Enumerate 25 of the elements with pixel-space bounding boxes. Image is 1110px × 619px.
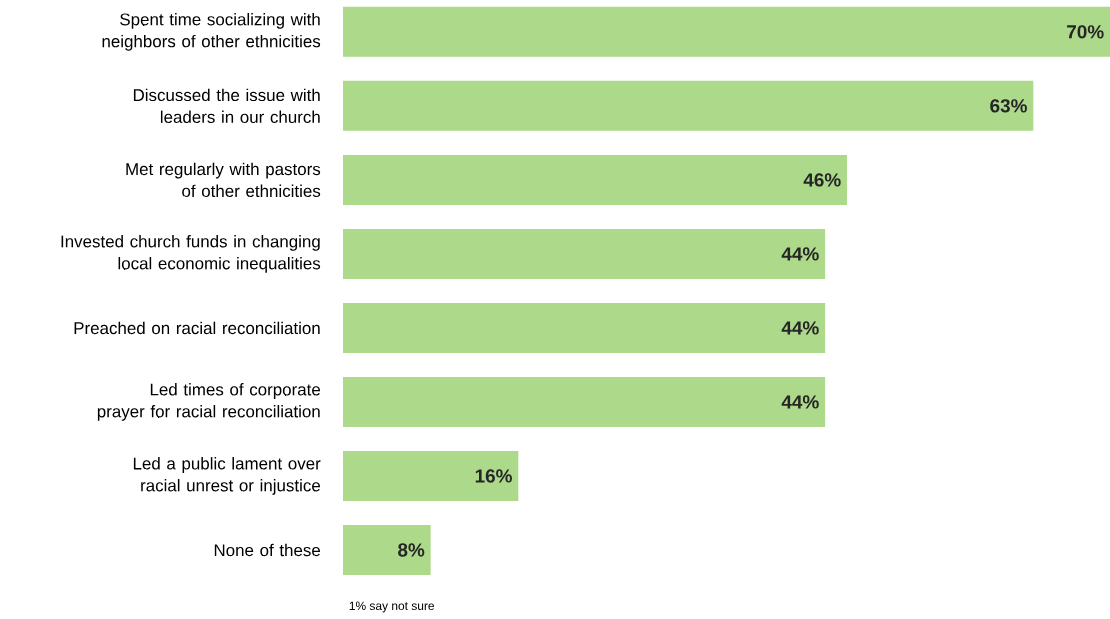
bar bbox=[343, 302, 826, 353]
data-label: 8% bbox=[398, 543, 425, 557]
y-tick-label: Led a public lament over racial unrest or injustice bbox=[133, 457, 321, 495]
data-label: 44% bbox=[781, 247, 819, 261]
data-label: 44% bbox=[781, 321, 819, 335]
bar bbox=[343, 376, 826, 427]
data-label: 44% bbox=[781, 395, 819, 409]
bar bbox=[343, 80, 1034, 131]
text: 1% say not sure bbox=[349, 601, 435, 613]
y-tick-label: Discussed the issue with leaders in our church bbox=[133, 88, 320, 124]
data-label: 16% bbox=[475, 469, 512, 483]
data-label: 70% bbox=[1067, 25, 1104, 39]
bar bbox=[343, 524, 431, 575]
y-tick-label: None of these bbox=[214, 543, 321, 557]
bar bbox=[343, 228, 826, 279]
y-tick-label: Led times of corporate prayer for racial reconciliation bbox=[97, 383, 321, 421]
bar bbox=[343, 154, 848, 205]
y-tick-label: Invested church funds in changing local economic inequalities bbox=[61, 235, 321, 273]
y-tick-label: Preached on racial reconciliation bbox=[74, 321, 320, 335]
y-tick-label: Met regularly with pastors of other ethnicities bbox=[126, 162, 321, 198]
data-label: 46% bbox=[803, 173, 841, 187]
y-tick-label: Spent time socializing with neighbors of other ethnicities bbox=[102, 12, 321, 51]
bar bbox=[343, 6, 1110, 57]
bar bbox=[343, 450, 519, 501]
data-label: 63% bbox=[990, 99, 1027, 113]
